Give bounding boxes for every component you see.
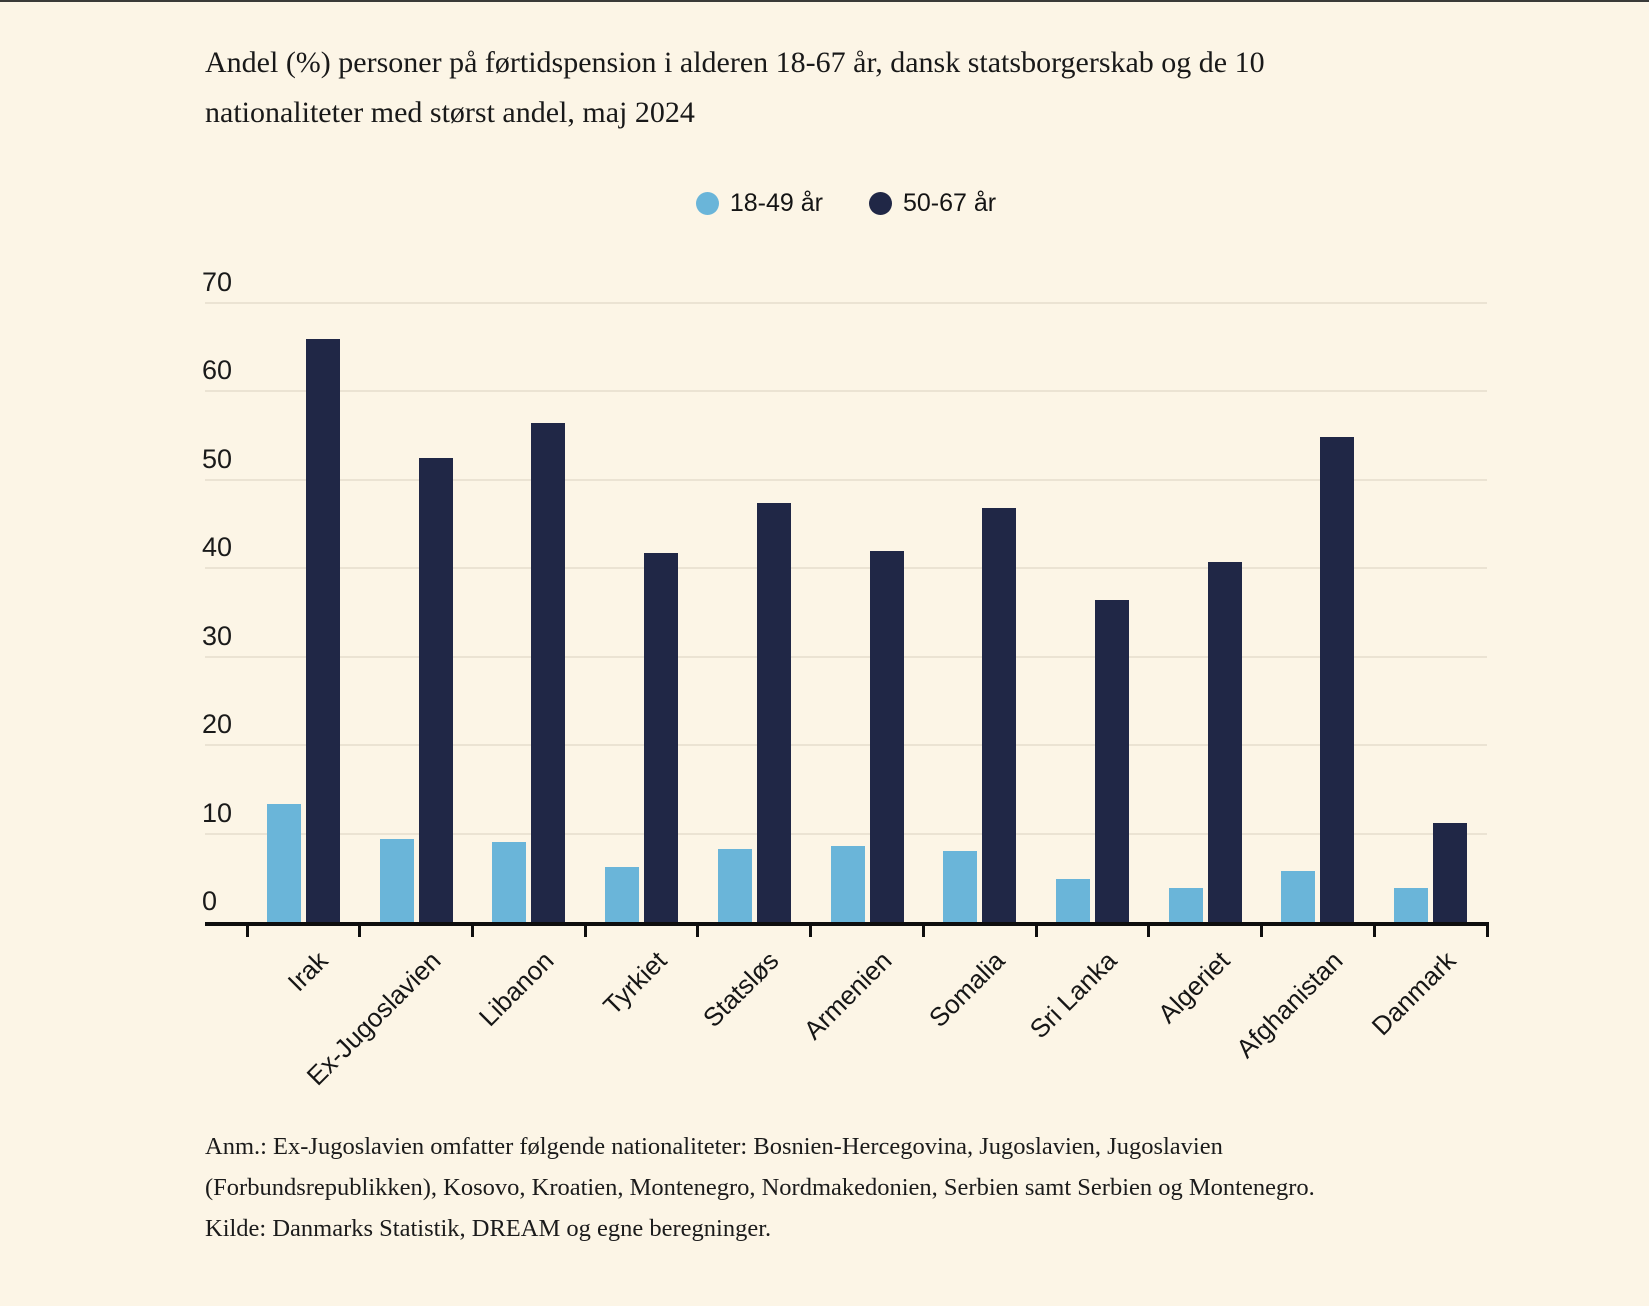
footnote-line: Anm.: Ex-Jugoslavien omfatter følgende n… (205, 1133, 1223, 1160)
y-gridline (205, 390, 1487, 393)
x-axis-tick (696, 922, 700, 937)
bar-18-49-Sri Lanka (1055, 878, 1090, 922)
bar-18-49-Afghanistan (1281, 870, 1316, 922)
y-axis-tick-label: 70 (202, 267, 233, 297)
y-axis-tick-label: 40 (202, 532, 233, 563)
bar-50-67-Statsløs (756, 502, 791, 922)
legend-item-18-49: 18-49 år (695, 188, 823, 218)
footnote: Anm.: Ex-Jugoslavien omfatter følgende n… (205, 1126, 1475, 1249)
x-axis-tick (809, 922, 813, 937)
legend-item-50-67: 50-67 år (869, 189, 996, 218)
legend-dot-icon (695, 191, 719, 215)
x-axis-tick (1485, 922, 1489, 937)
footnote-line: Kilde: Danmarks Statistik, DREAM og egne… (205, 1215, 772, 1242)
x-axis-tick (1260, 922, 1264, 937)
bar-18-49-Somalia (943, 851, 978, 922)
plot-area: 0 10 20 30 40 50 60 70 Irak Ex-Jugoslavien Libanon… (202, 267, 1489, 1091)
bar-18-49-Libanon (492, 841, 527, 922)
x-axis-tick (583, 922, 587, 937)
chart-title: Andel (%) personer på førtidspension i a… (205, 46, 1265, 129)
bar-50-67-Libanon (531, 423, 566, 922)
x-axis-category-label: Irak (282, 945, 334, 998)
y-axis-tick-label: 30 (202, 620, 233, 651)
bar-18-49-Ex-Jugoslavien (379, 838, 414, 922)
legend: 18-49 år 50-67 år (205, 185, 1487, 221)
bar-18-49-Tyrkiet (605, 867, 640, 922)
bar-50-67-Danmark (1433, 822, 1468, 922)
bar-50-67-Ex-Jugoslavien (418, 457, 453, 922)
x-axis-tick (358, 922, 362, 937)
y-gridline (205, 832, 1487, 835)
x-axis-tick (470, 922, 474, 937)
y-axis-tick-label: 20 (202, 709, 233, 740)
y-axis-tick-label: 0 (202, 886, 218, 916)
bar-18-49-Algeriet (1168, 888, 1203, 922)
bar-18-49-Danmark (1394, 887, 1429, 922)
y-gridline (205, 655, 1487, 658)
y-axis-tick-label: 50 (202, 443, 233, 474)
bar-18-49-Armenien (830, 845, 865, 922)
y-gridline (205, 744, 1487, 747)
x-axis-tick (921, 922, 925, 937)
bar-50-67-Armenien (869, 550, 904, 922)
bar-50-67-Afghanistan (1320, 437, 1355, 922)
bar-18-49-Statsløs (717, 848, 752, 922)
y-gridline (205, 567, 1487, 570)
bar-50-67-Somalia (982, 508, 1017, 922)
y-gridline (205, 478, 1487, 481)
bar-50-67-Tyrkiet (644, 553, 679, 922)
legend-label: 18-49 år (729, 188, 823, 217)
bar-50-67-Irak (305, 339, 340, 922)
bar-50-67-Algeriet (1207, 562, 1242, 922)
y-axis-tick-label: 60 (202, 355, 233, 386)
legend-dot-icon (869, 191, 892, 215)
footnote-line: (Forbundsrepublikken), Kosovo, Kroatien,… (205, 1174, 1315, 1201)
x-axis-tick (1372, 922, 1376, 937)
legend-label: 50-67 år (903, 188, 997, 217)
y-axis-tick-label: 10 (202, 797, 233, 828)
y-gridline (205, 302, 1487, 304)
x-axis-line (205, 922, 1487, 926)
x-axis-tick (1147, 922, 1151, 937)
bar-18-49-Irak (266, 804, 301, 922)
x-axis-tick (245, 922, 249, 937)
x-axis-tick (1034, 922, 1038, 937)
bar-50-67-Sri Lanka (1094, 600, 1129, 922)
